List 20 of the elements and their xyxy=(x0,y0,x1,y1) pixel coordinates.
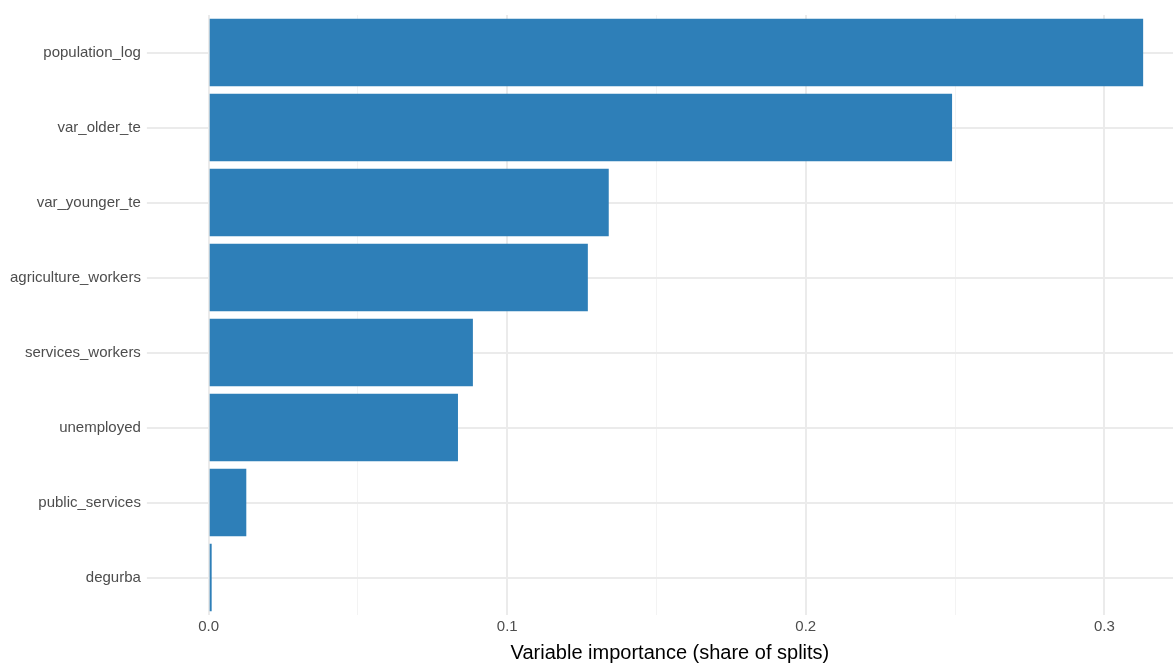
y-tick-label: agriculture_workers xyxy=(9,267,141,285)
bar xyxy=(209,393,458,462)
y-tick-label: services_workers xyxy=(25,342,141,360)
y-tick-label: degurba xyxy=(85,567,142,585)
bar xyxy=(209,18,1144,87)
bar xyxy=(209,243,588,312)
y-tick-label: var_older_te xyxy=(57,117,141,135)
x-tick-label: 0.2 xyxy=(795,617,817,635)
bar xyxy=(209,93,953,162)
bar xyxy=(209,168,609,237)
x-tick-label: 0.1 xyxy=(496,617,518,635)
y-tick-label: public_services xyxy=(38,492,141,510)
x-tick-label: 0.0 xyxy=(198,617,220,635)
x-tick-label: 0.3 xyxy=(1093,617,1115,635)
bar xyxy=(209,318,473,387)
bar xyxy=(209,468,247,537)
x-axis-title: Variable importance (share of splits) xyxy=(510,640,830,663)
y-tick-label: unemployed xyxy=(59,417,141,435)
y-tick-label: var_younger_te xyxy=(36,192,141,210)
y-tick-label: population_log xyxy=(43,42,141,60)
